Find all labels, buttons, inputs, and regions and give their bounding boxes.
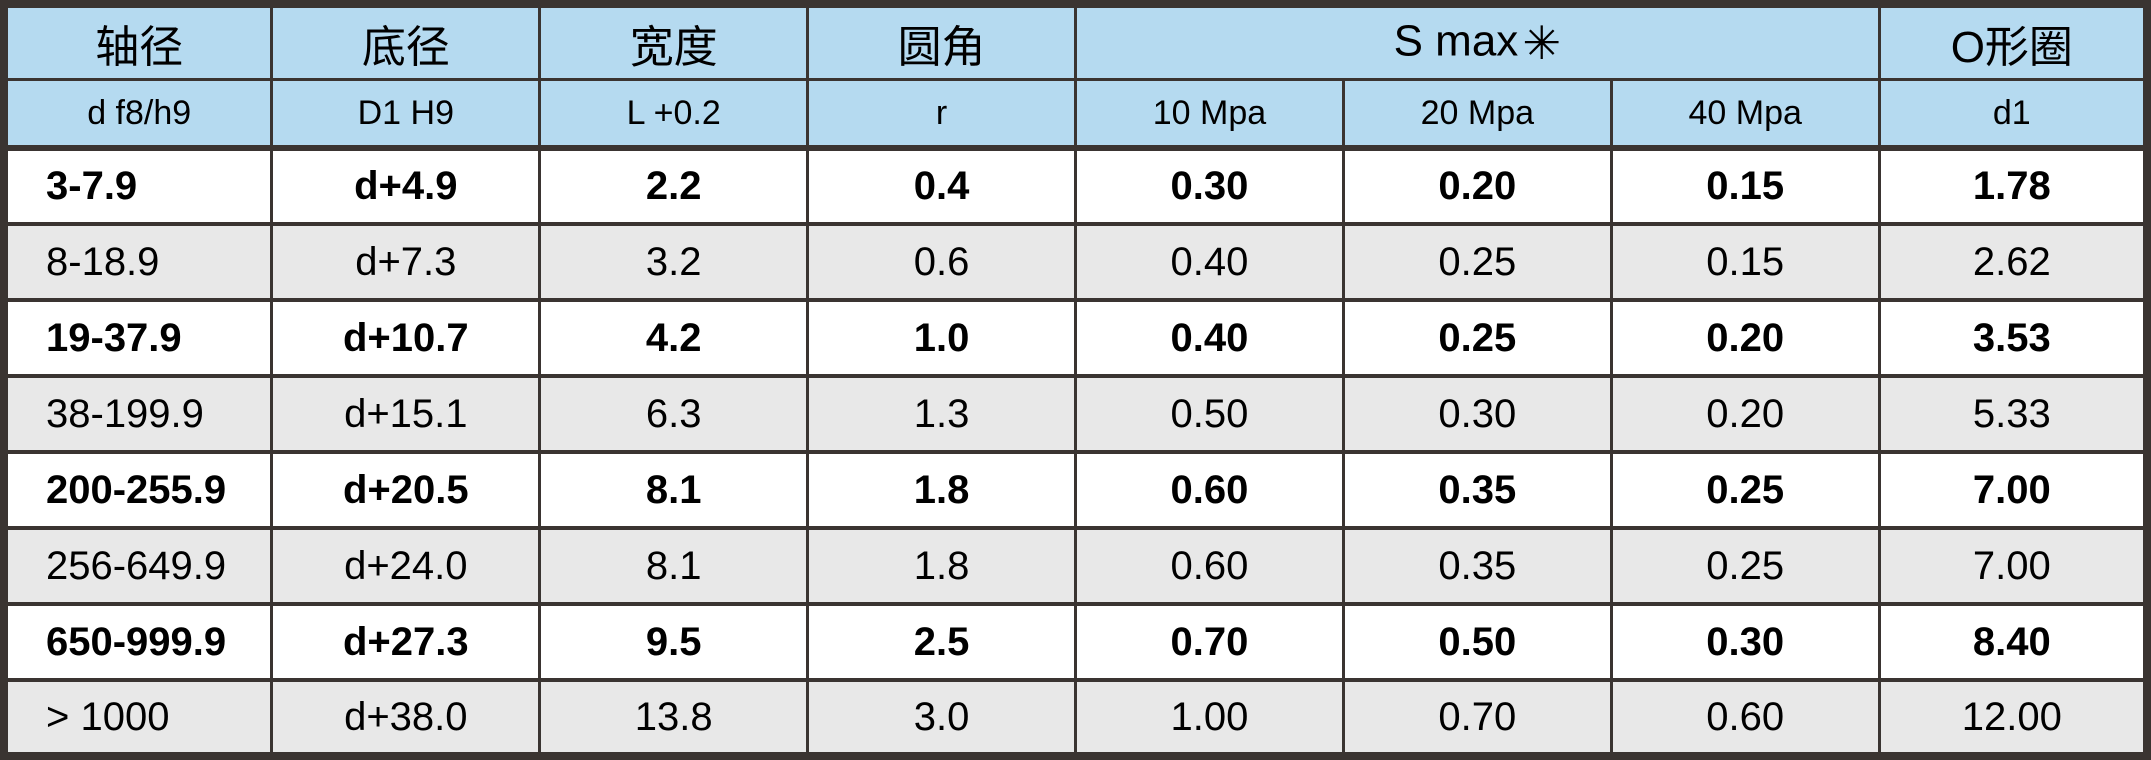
cell-smax-20mpa: 0.35: [1341, 526, 1613, 606]
cell-smax-40mpa: 0.20: [1609, 374, 1881, 454]
cell-width: 13.8: [538, 678, 810, 758]
table-row: 19-37.9 d+10.7 4.2 1.0 0.40 0.25 0.20 3.…: [2, 298, 2149, 378]
cell-base-diameter: d+15.1: [270, 374, 542, 454]
cell-fillet: 1.0: [806, 298, 1077, 378]
smax-label: S max: [1393, 16, 1519, 66]
subheader-smax-20mpa: 20 Mpa: [1341, 78, 1613, 151]
cell-width: 8.1: [538, 450, 810, 530]
header-oring: O形圈: [1877, 2, 2149, 81]
cell-width: 8.1: [538, 526, 810, 606]
table-body: 3-7.9 d+4.9 2.2 0.4 0.30 0.20 0.15 1.78 …: [2, 146, 2149, 758]
cell-fillet: 2.5: [806, 602, 1077, 682]
cell-smax-20mpa: 0.20: [1341, 146, 1613, 226]
cell-smax-10mpa: 0.60: [1074, 526, 1345, 606]
cell-smax-10mpa: 0.60: [1074, 450, 1345, 530]
cell-smax-40mpa: 0.30: [1609, 602, 1881, 682]
table-row: 3-7.9 d+4.9 2.2 0.4 0.30 0.20 0.15 1.78: [2, 146, 2149, 226]
header-smax: S max✳: [1074, 2, 1881, 81]
cell-smax-10mpa: 0.40: [1074, 298, 1345, 378]
cell-smax-20mpa: 0.30: [1341, 374, 1613, 454]
cell-base-diameter: d+20.5: [270, 450, 542, 530]
header-fillet: 圆角: [806, 2, 1077, 81]
table-row: 8-18.9 d+7.3 3.2 0.6 0.40 0.25 0.15 2.62: [2, 222, 2149, 302]
cell-oring-d1: 1.78: [1877, 146, 2149, 226]
header-main-row: 轴径 底径 宽度 圆角 S max✳ O形圈: [2, 2, 2149, 81]
cell-smax-40mpa: 0.15: [1609, 146, 1881, 226]
cell-smax-20mpa: 0.70: [1341, 678, 1613, 758]
table-row: 650-999.9 d+27.3 9.5 2.5 0.70 0.50 0.30 …: [2, 602, 2149, 682]
cell-shaft-range: 200-255.9: [2, 450, 274, 530]
header-width: 宽度: [538, 2, 810, 81]
cell-shaft-range: 650-999.9: [2, 602, 274, 682]
subheader-base-diameter: D1 H9: [270, 78, 542, 151]
cell-shaft-range: > 1000: [2, 678, 274, 758]
cell-shaft-range: 8-18.9: [2, 222, 274, 302]
cell-smax-10mpa: 0.50: [1074, 374, 1345, 454]
subheader-width: L +0.2: [538, 78, 810, 151]
cell-base-diameter: d+27.3: [270, 602, 542, 682]
cell-oring-d1: 5.33: [1877, 374, 2149, 454]
table-header: 轴径 底径 宽度 圆角 S max✳ O形圈 d f8/h9 D1 H9 L +…: [2, 2, 2149, 151]
cell-fillet: 3.0: [806, 678, 1077, 758]
cell-shaft-range: 38-199.9: [2, 374, 274, 454]
cell-fillet: 0.4: [806, 146, 1077, 226]
cell-fillet: 1.8: [806, 450, 1077, 530]
cell-smax-10mpa: 0.70: [1074, 602, 1345, 682]
header-shaft-diameter: 轴径: [2, 2, 274, 81]
cell-fillet: 1.8: [806, 526, 1077, 606]
cell-width: 6.3: [538, 374, 810, 454]
table-row: 38-199.9 d+15.1 6.3 1.3 0.50 0.30 0.20 5…: [2, 374, 2149, 454]
cell-fillet: 0.6: [806, 222, 1077, 302]
cell-smax-40mpa: 0.25: [1609, 450, 1881, 530]
cell-base-diameter: d+38.0: [270, 678, 542, 758]
subheader-fillet: r: [806, 78, 1077, 151]
cell-shaft-range: 3-7.9: [2, 146, 274, 226]
cell-width: 3.2: [538, 222, 810, 302]
header-sub-row: d f8/h9 D1 H9 L +0.2 r 10 Mpa 20 Mpa 40 …: [2, 78, 2149, 151]
cell-oring-d1: 3.53: [1877, 298, 2149, 378]
cell-smax-20mpa: 0.35: [1341, 450, 1613, 530]
cell-oring-d1: 8.40: [1877, 602, 2149, 682]
table-row: 256-649.9 d+24.0 8.1 1.8 0.60 0.35 0.25 …: [2, 526, 2149, 606]
cell-smax-10mpa: 1.00: [1074, 678, 1345, 758]
subheader-smax-40mpa: 40 Mpa: [1609, 78, 1881, 151]
cell-smax-10mpa: 0.30: [1074, 146, 1345, 226]
subheader-shaft-diameter: d f8/h9: [2, 78, 274, 151]
cell-base-diameter: d+24.0: [270, 526, 542, 606]
cell-smax-40mpa: 0.60: [1609, 678, 1881, 758]
cell-width: 9.5: [538, 602, 810, 682]
subheader-oring-d1: d1: [1877, 78, 2149, 151]
cell-shaft-range: 256-649.9: [2, 526, 274, 606]
cell-smax-40mpa: 0.25: [1609, 526, 1881, 606]
cell-base-diameter: d+10.7: [270, 298, 542, 378]
table-row: 200-255.9 d+20.5 8.1 1.8 0.60 0.35 0.25 …: [2, 450, 2149, 530]
header-base-diameter: 底径: [270, 2, 542, 81]
cell-shaft-range: 19-37.9: [2, 298, 274, 378]
cell-base-diameter: d+4.9: [270, 146, 542, 226]
cell-smax-20mpa: 0.50: [1341, 602, 1613, 682]
cell-smax-10mpa: 0.40: [1074, 222, 1345, 302]
smax-footnote-marker: ✳: [1522, 16, 1562, 70]
cell-fillet: 1.3: [806, 374, 1077, 454]
cell-base-diameter: d+7.3: [270, 222, 542, 302]
table-row: > 1000 d+38.0 13.8 3.0 1.00 0.70 0.60 12…: [2, 678, 2149, 758]
cell-smax-20mpa: 0.25: [1341, 298, 1613, 378]
cell-width: 2.2: [538, 146, 810, 226]
cell-width: 4.2: [538, 298, 810, 378]
cell-oring-d1: 7.00: [1877, 526, 2149, 606]
cell-oring-d1: 2.62: [1877, 222, 2149, 302]
cell-smax-40mpa: 0.15: [1609, 222, 1881, 302]
cell-smax-20mpa: 0.25: [1341, 222, 1613, 302]
cell-oring-d1: 12.00: [1877, 678, 2149, 758]
cell-oring-d1: 7.00: [1877, 450, 2149, 530]
cell-smax-40mpa: 0.20: [1609, 298, 1881, 378]
subheader-smax-10mpa: 10 Mpa: [1074, 78, 1345, 151]
